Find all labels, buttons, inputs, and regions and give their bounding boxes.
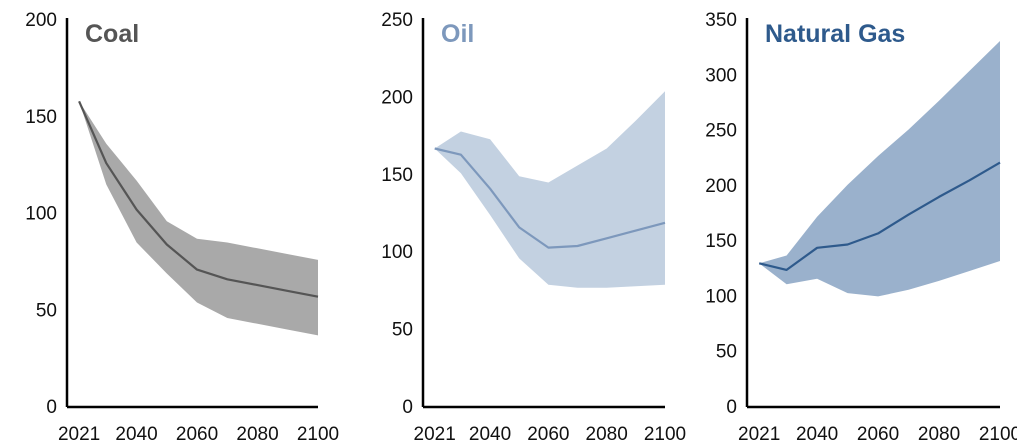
chart-title: Oil <box>441 20 474 48</box>
central-line <box>78 100 319 298</box>
y-tick-label: 150 <box>25 107 57 128</box>
x-tick-label: 2021 <box>58 424 100 442</box>
chart-panel-1: 0 50 100 150 200 2021 2040 2060 2080 2100 Coal <box>25 10 339 442</box>
x-tick-label: 2080 <box>586 424 628 442</box>
chart-title: Natural Gas <box>765 20 905 48</box>
y-tick-label: 150 <box>381 165 413 186</box>
x-tick-label: 2100 <box>644 424 686 442</box>
x-tick-label: 2100 <box>979 424 1017 442</box>
y-tick-label: 200 <box>381 87 413 108</box>
y-tick-label: 50 <box>36 300 57 321</box>
y-tick-label: 300 <box>705 65 737 86</box>
x-tick-label: 2060 <box>527 424 569 442</box>
x-tick-label: 2040 <box>469 424 511 442</box>
y-tick-label: 0 <box>46 397 57 418</box>
x-tick-label: 2060 <box>176 424 218 442</box>
y-tick-label: 250 <box>381 10 413 31</box>
chart-title: Coal <box>85 20 139 48</box>
y-tick-label: 250 <box>705 121 737 142</box>
y-tick-label: 0 <box>402 397 413 418</box>
x-tick-label: 2040 <box>796 424 838 442</box>
y-tick-label: 50 <box>716 342 737 363</box>
uncertainty-band <box>79 101 318 336</box>
y-tick-label: 350 <box>705 10 737 31</box>
uncertainty-band <box>759 41 1000 297</box>
x-tick-label: 2021 <box>738 424 780 442</box>
x-tick-label: 2080 <box>918 424 960 442</box>
y-tick-label: 0 <box>726 397 737 418</box>
chart-panel-2: 0 50 100 150 200 250 2021 2040 2060 2080 2100 Oil <box>381 10 686 442</box>
y-tick-label: 100 <box>25 204 57 225</box>
y-tick-label: 200 <box>705 176 737 197</box>
x-tick-label: 2021 <box>414 424 456 442</box>
y-tick-label: 100 <box>705 286 737 307</box>
y-tick-label: 100 <box>381 242 413 263</box>
y-tick-label: 150 <box>705 231 737 252</box>
y-tick-label: 50 <box>392 320 413 341</box>
x-tick-label: 2060 <box>857 424 899 442</box>
y-tick-label: 200 <box>25 10 57 31</box>
central-line <box>758 161 1001 271</box>
central-line <box>434 147 666 249</box>
chart-panel-3: 0 50 100 150 200 250 300 350 2021 2040 2060 2080 210… <box>705 10 1017 442</box>
uncertainty-band <box>434 91 665 288</box>
x-tick-label: 2100 <box>297 424 339 442</box>
x-tick-label: 2080 <box>236 424 278 442</box>
x-tick-label: 2040 <box>115 424 157 442</box>
